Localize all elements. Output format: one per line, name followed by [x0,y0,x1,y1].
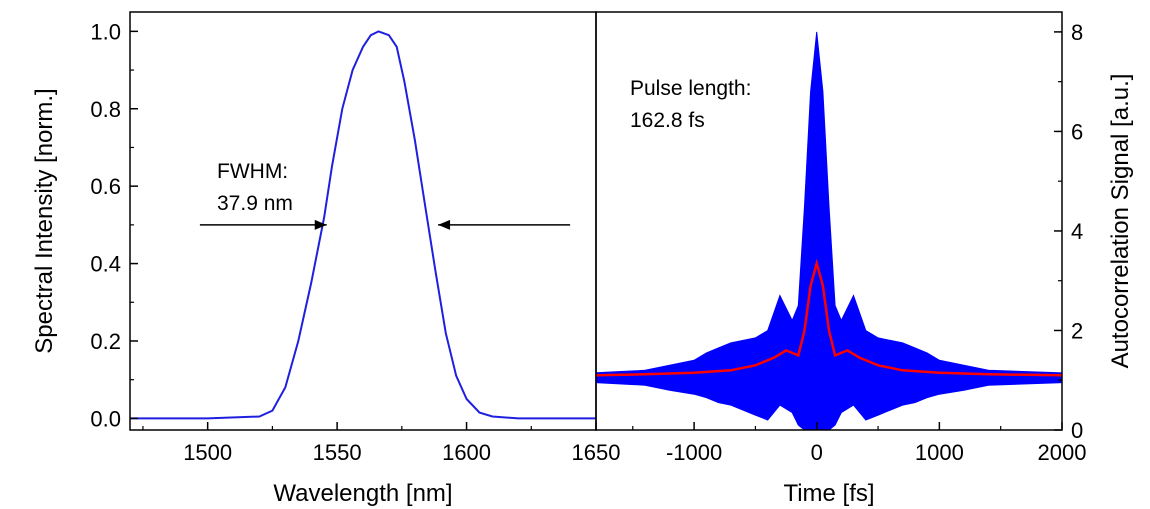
autocorrelation-y-axis-label: Autocorrelation Signal [a.u.] [1107,74,1134,369]
autocorrelation-panel: -1000 0 1000 2000 0 2 4 6 8 Time [fs] Autocorre… [595,11,1134,507]
autocorrelation-x-tick-label: -1000 [666,440,722,465]
autocorrelation-y-ticks: 0 2 4 6 8 [1054,20,1083,443]
autocorrelation-x-axis-label: Time [fs] [783,480,874,507]
spectrum-panel: 1500 1550 1600 1650 0.0 0.2 0.4 0.6 0.8 1.0 Wave… [31,11,621,507]
spectrum-x-tick-label: 1600 [442,440,491,465]
spectrum-y-tick-label: 0.8 [90,97,121,122]
autocorrelation-x-ticks: -1000 0 1000 2000 [632,422,1087,465]
spectrum-y-tick-label: 0.4 [90,252,121,277]
autocorrelation-frame [595,11,1063,431]
spectrum-plot-area [130,30,596,420]
spectrum-y-tick-label: 1.0 [90,19,121,44]
pulse-length-label: Pulse length: [630,77,751,100]
fwhm-arrows [199,219,571,230]
spectrum-y-axis-label: Spectral Intensity [norm.] [31,88,58,353]
autocorrelation-x-tick-label: 0 [811,440,823,465]
spectrum-x-tick-label: 1650 [572,440,621,465]
spectrum-y-tick-label: 0.0 [90,406,121,431]
spectrum-y-ticks: 0.0 0.2 0.4 0.6 0.8 1.0 [90,19,138,431]
spectrum-x-ticks: 1500 1550 1600 1650 [142,422,621,465]
spectrum-frame [129,11,597,431]
autocorrelation-y-tick-label: 4 [1071,219,1083,244]
autocorrelation-intensity-line [595,258,1063,377]
autocorrelation-y-tick-label: 2 [1071,318,1083,343]
fwhm-arrow-head-0 [314,219,327,230]
spectrum-x-axis-label: Wavelength [nm] [273,480,452,507]
autocorrelation-x-tick-label: 1000 [915,440,964,465]
pulse-length-value: 162.8 fs [630,109,705,132]
fwhm-label: FWHM: [217,160,288,183]
spectrum-y-tick-label: 0.6 [90,174,121,199]
autocorrelation-x-tick-label: 2000 [1038,440,1087,465]
spectrum-y-tick-label: 0.2 [90,329,121,354]
autocorrelation-y-tick-label: 6 [1071,119,1083,144]
spectrum-x-tick-label: 1550 [313,440,362,465]
fwhm-arrow-head-1 [438,219,451,230]
fwhm-value: 37.9 nm [217,192,293,215]
spectrum-series-line-0 [130,30,596,420]
autocorrelation-y-tick-label: 0 [1071,418,1083,443]
autocorrelation-y-tick-label: 8 [1071,20,1083,45]
spectrum-x-tick-label: 1500 [183,440,232,465]
